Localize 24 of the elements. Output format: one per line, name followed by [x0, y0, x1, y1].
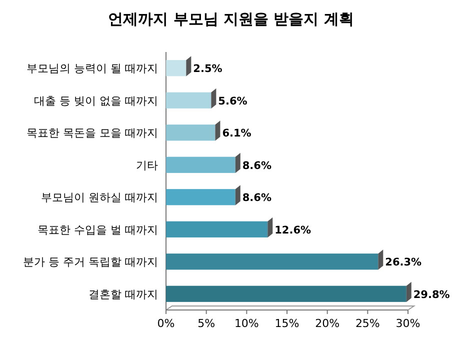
y-tick-label: 목표한 수입을 벌 때까지	[38, 223, 158, 236]
data-label: 8.6%	[242, 160, 272, 172]
data-label: 6.1%	[222, 128, 252, 140]
y-tick-label: 기타	[136, 158, 158, 172]
data-label: 12.6%	[274, 224, 312, 236]
x-tick-label: 15%	[274, 317, 300, 330]
x-tick-label: 30%	[396, 317, 420, 330]
data-label: 8.6%	[242, 192, 272, 204]
x-tick-label: 25%	[355, 317, 380, 330]
x-tick-label: 10%	[234, 317, 259, 330]
data-label: 5.6%	[218, 95, 248, 108]
x-tick-label: 5%	[198, 317, 216, 330]
x-tick-label: 0%	[157, 317, 175, 330]
y-tick-label: 목표한 목돈을 모을 때까지	[26, 126, 158, 140]
y-tick-label: 대출 등 빚이 없을 때까지	[34, 94, 158, 108]
y-tick-label: 분가 등 주거 독립할 때까지	[23, 256, 158, 269]
y-tick-label: 부모님의 능력이 될 때까지	[26, 62, 158, 76]
x-tick-label: 20%	[315, 317, 340, 330]
y-tick-label: 결혼할 때까지	[88, 288, 158, 301]
data-label: 26.3%	[385, 256, 422, 269]
data-label: 29.8%	[413, 288, 450, 301]
chart-title: 언제까지 부모님 지원을 받을지 계획	[108, 10, 354, 28]
y-tick-label: 부모님이 원하실 때까지	[41, 191, 158, 204]
data-label: 2.5%	[193, 63, 223, 76]
